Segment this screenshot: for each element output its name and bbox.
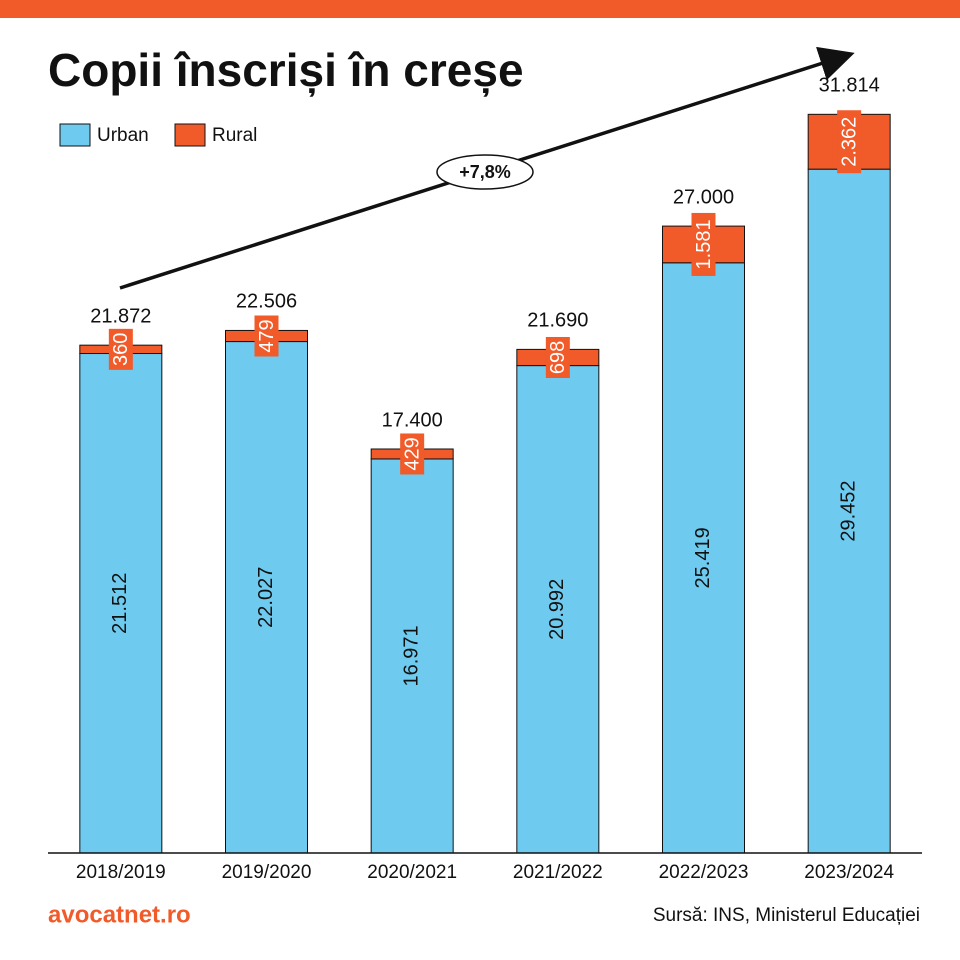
chart-title: Copii înscriși în creșe [48,44,524,97]
rural-label-box [545,336,570,378]
annotation-bubble [436,154,534,190]
x-tick-label: 2020/2021 [367,862,457,883]
urban-label-group: 29.452 [837,480,859,541]
rural-label-group: 429 [400,433,425,475]
annotation: +7,8% [459,162,511,182]
bar-segment [516,365,600,854]
total-label: 31.814 [819,75,880,97]
rural-label-box [254,315,279,357]
bar-segment [370,458,454,854]
rural-value-label: 360 [110,333,132,366]
x-tick-label: 2021/2022 [513,862,603,883]
total-label: 27.000 [673,186,734,208]
rural-value-label: 698 [547,341,569,374]
rural-label-group: 479 [254,315,279,357]
x-tick-label: 2022/2023 [659,862,749,883]
x-tick-label: 2023/2024 [804,862,894,883]
bar-segment [662,262,745,854]
legend-label: Urban [97,125,149,146]
rural-label-group: 2.362 [837,110,862,174]
total-label: 21.872 [90,305,151,327]
urban-value-label: 22.027 [255,567,277,628]
rural-value-label: 429 [401,437,423,470]
urban-value-label: 21.512 [109,573,131,634]
source: Sursă: INS, Ministerul Educației [653,905,920,926]
rural-label-box [837,110,862,174]
urban-value-label: 20.992 [546,579,568,640]
bar-segment [79,353,163,854]
rural-label-group: 1.581 [691,212,716,276]
total-label: 21.690 [527,310,588,332]
rural-label-box [108,328,133,370]
top-band [0,0,960,18]
rural-value-label: 479 [256,319,278,352]
x-tick-label: 2018/2019 [76,862,166,883]
x-tick-label: 2019/2020 [222,862,312,883]
rural-label-box [691,212,716,276]
legend-swatch [59,123,91,147]
legend-swatch [174,123,206,147]
total-label: 22.506 [236,291,297,313]
urban-value-label: 25.419 [692,527,714,588]
urban-label-group: 21.512 [109,573,131,634]
total-label: 17.400 [382,409,443,431]
urban-label-group: 20.992 [546,579,568,640]
rural-label-group: 360 [108,328,133,370]
rural-value-label: 1.581 [693,219,715,269]
legend-label: Rural [212,125,257,146]
urban-label-group: 16.971 [400,625,422,686]
urban-label-group: 25.419 [692,527,714,588]
rural-value-label: 2.362 [838,117,860,167]
rural-label-box [400,433,425,475]
urban-label-group: 22.027 [255,567,277,628]
brand: avocatnet.ro [48,901,191,928]
urban-value-label: 16.971 [400,625,422,686]
urban-value-label: 29.452 [837,480,859,541]
rural-label-group: 698 [545,336,570,378]
bar-segment [225,341,308,854]
